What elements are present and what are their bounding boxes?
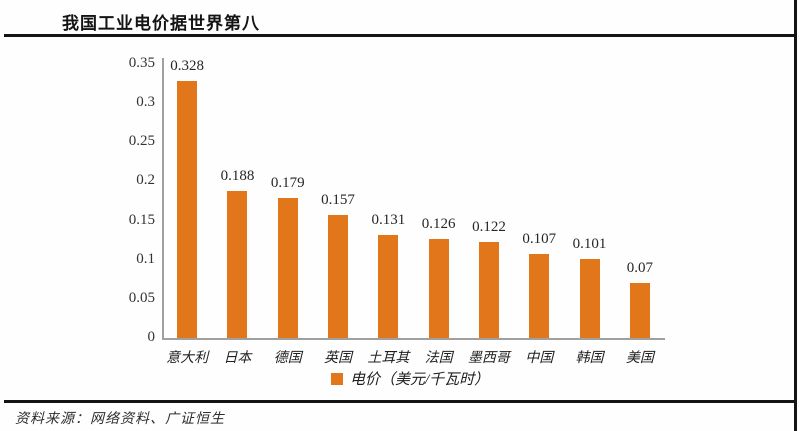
x-axis-label: 墨西哥	[467, 351, 510, 366]
bar-value-label: 0.101	[572, 236, 607, 252]
x-axis-label: 美国	[625, 351, 654, 366]
bar-日本	[227, 191, 248, 338]
y-axis-tick-label: 0.2	[136, 172, 155, 189]
source-note: 资料来源：网络资料、广证恒生	[15, 412, 225, 427]
x-axis-label: 韩国	[575, 351, 604, 366]
x-axis-label: 日本	[223, 351, 252, 366]
bar-法国	[428, 239, 449, 338]
x-axis-label: 法国	[424, 351, 453, 366]
x-axis-baseline	[162, 338, 665, 340]
bar-韩国	[579, 259, 600, 338]
x-axis-label: 英国	[324, 351, 353, 366]
bar-土耳其	[378, 235, 399, 338]
bar-中国	[529, 254, 550, 338]
bar-德国	[277, 198, 298, 338]
x-axis-label: 中国	[525, 351, 554, 366]
legend-label: 电价（美元/千瓦时）	[350, 372, 490, 388]
bar-value-label: 0.131	[371, 212, 406, 228]
x-axis-label: 土耳其	[367, 351, 410, 366]
x-axis-label: 德国	[273, 351, 302, 366]
y-axis-tick-label: 0.05	[128, 289, 155, 306]
bar-value-label: 0.328	[170, 58, 205, 74]
bar-value-label: 0.188	[220, 168, 255, 184]
bar-意大利	[177, 81, 198, 338]
y-axis-tick-label: 0.15	[128, 211, 155, 228]
bar-value-label: 0.07	[626, 260, 653, 276]
right-edge-rule	[794, 0, 797, 431]
top-rule	[4, 34, 797, 37]
bar-value-label: 0.157	[321, 192, 355, 208]
bar-美国	[629, 283, 650, 338]
bar-value-label: 0.122	[472, 219, 506, 235]
chart-legend: 电价（美元/千瓦时）	[331, 368, 489, 389]
y-axis-tick-label: 0.1	[136, 250, 155, 267]
y-axis-line	[162, 58, 164, 339]
y-axis-tick-label: 0	[147, 329, 156, 345]
bar-value-label: 0.126	[421, 216, 456, 232]
bar-value-label: 0.179	[270, 175, 305, 191]
bar-墨西哥	[478, 242, 499, 338]
bar-chart: 0 0.05 0.1 0.15 0.2 0.25 0.3 0.35 0.328 0.188 0.1…	[0, 37, 794, 400]
y-axis-tick-label: 0.35	[128, 55, 155, 71]
y-axis-tick-label: 0.25	[128, 133, 155, 150]
x-axis-label: 意大利	[166, 351, 209, 366]
y-axis-tick-label: 0.3	[136, 94, 155, 111]
legend-swatch-icon	[331, 372, 343, 385]
chart-title: 我国工业电价据世界第八	[62, 14, 260, 33]
bottom-rule	[4, 400, 797, 403]
bar-英国	[328, 215, 349, 338]
bar-value-label: 0.107	[522, 231, 557, 247]
